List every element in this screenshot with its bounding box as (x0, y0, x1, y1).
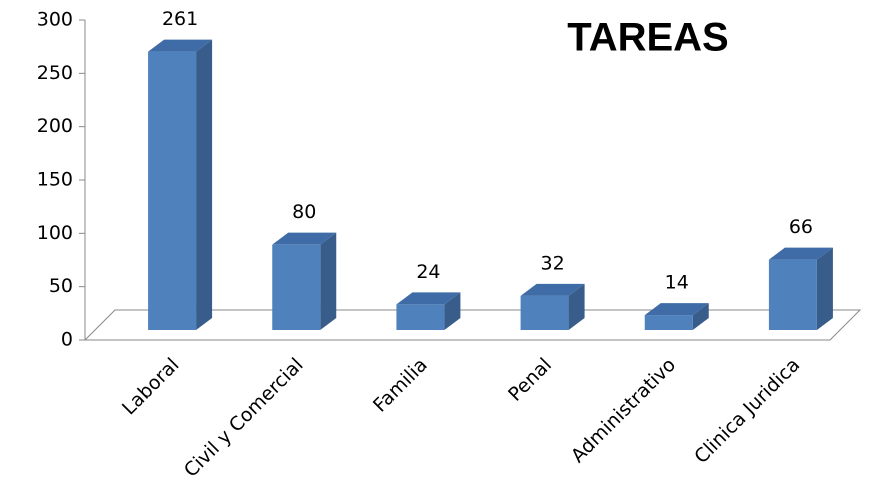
bar-top (272, 232, 337, 245)
y-tick-label: 100 (37, 222, 73, 244)
bar-top (644, 303, 709, 316)
x-tick-label: Laboral (118, 354, 184, 420)
bar (644, 315, 693, 330)
bar (148, 51, 197, 330)
y-tick-label: 150 (37, 169, 73, 191)
value-label: 80 (292, 201, 316, 223)
value-label: 24 (416, 261, 440, 283)
bar-side (196, 39, 213, 330)
value-label: 32 (540, 252, 564, 274)
bar-side (692, 303, 709, 330)
bar-top (520, 283, 585, 296)
bar-top (148, 39, 213, 52)
bar-top (768, 247, 833, 260)
y-tick-label: 300 (37, 9, 73, 31)
y-tick-label: 250 (37, 62, 73, 84)
value-label: 14 (665, 272, 689, 294)
bar-top (396, 292, 461, 305)
value-label: 261 (162, 8, 198, 30)
x-tick-label: Familia (369, 354, 432, 417)
bar (272, 244, 321, 330)
bar-side (568, 283, 585, 330)
bar (396, 304, 445, 330)
value-label: 66 (789, 216, 813, 238)
y-tick-label: 200 (37, 115, 73, 137)
y-tick-label: 50 (49, 275, 73, 297)
y-tick-label: 0 (61, 329, 73, 351)
x-tick-label: Civil y Comercial (180, 354, 308, 482)
x-tick-label: Clinica Juridica (690, 354, 804, 468)
x-tick-label: Administrativo (567, 354, 680, 467)
x-tick-label: Penal (504, 354, 556, 406)
bar (520, 295, 569, 330)
bar-side (444, 292, 461, 330)
chart-title: TAREAS (567, 16, 728, 60)
bar-side (816, 247, 833, 330)
bar-side (320, 232, 337, 330)
bar (768, 259, 817, 330)
